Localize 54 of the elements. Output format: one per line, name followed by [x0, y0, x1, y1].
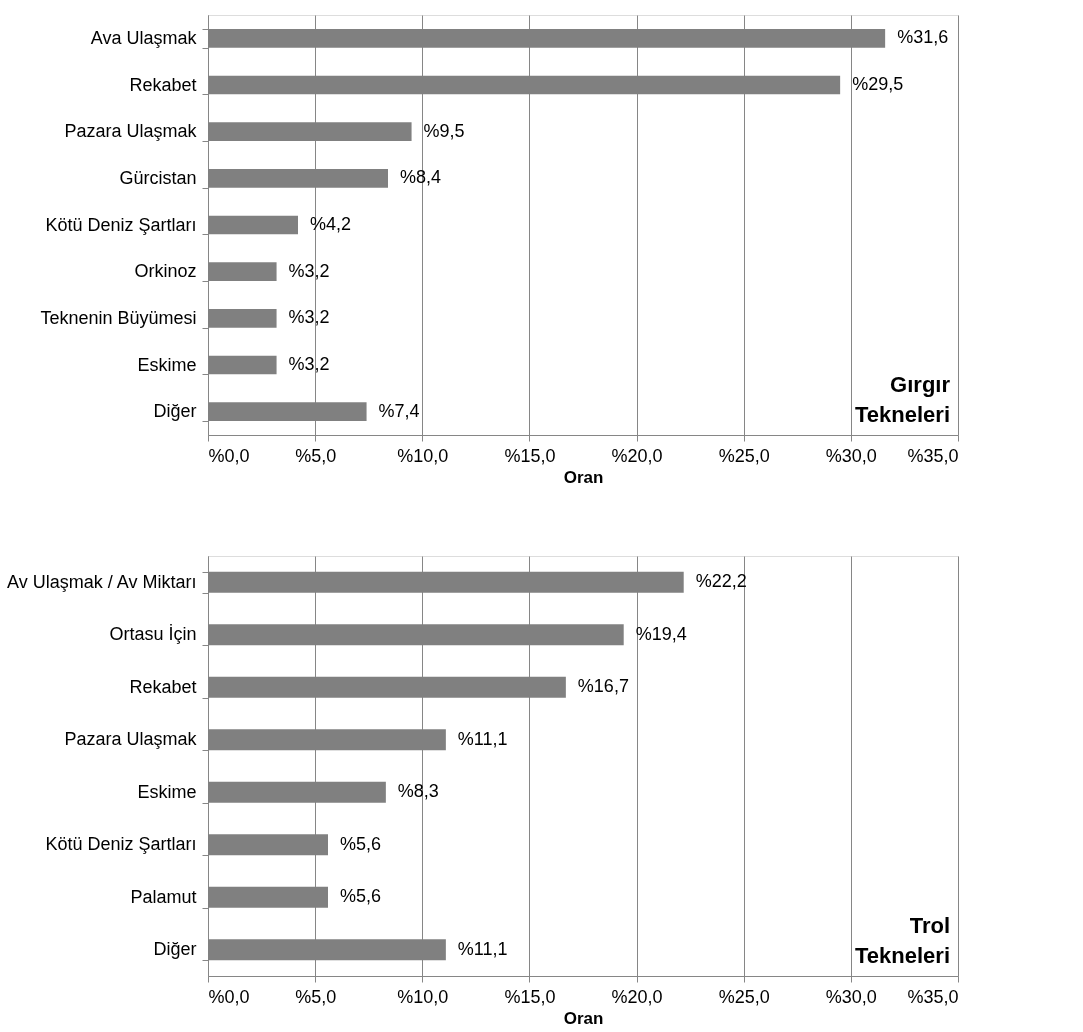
data-label: %8,4 — [400, 167, 442, 188]
x-tick-label: %0,0 — [208, 986, 250, 1007]
y-tick-label: Rekabet — [129, 74, 197, 95]
x-tick-label: %35,0 — [907, 986, 959, 1007]
y-tick-label: Ortasu İçin — [109, 624, 197, 645]
x-tick-label: %10,0 — [397, 986, 449, 1007]
data-label: %31,6 — [897, 27, 949, 48]
data-label: %5,6 — [340, 833, 382, 854]
data-label: %7,4 — [378, 400, 420, 421]
y-tick-label: Ava Ulaşmak — [90, 27, 198, 48]
data-label: %11,1 — [457, 938, 508, 959]
annotation: Gırgır Tekneleri — [855, 372, 951, 427]
data-label: %19,4 — [635, 623, 687, 644]
y-tick-label: Eskime — [137, 781, 197, 802]
data-label: %4,2 — [310, 214, 352, 234]
x-tick-label: %5,0 — [295, 445, 337, 466]
y-tick-label: Orkinoz — [134, 261, 197, 282]
y-tick-label: Kötü Deniz Şartları — [45, 834, 197, 855]
data-label: %11,1 — [457, 728, 508, 749]
x-tick-label: %30,0 — [825, 986, 877, 1007]
x-tick-label: %20,0 — [611, 445, 663, 466]
y-tick-label: Palamut — [130, 886, 197, 907]
y-tick-label: Pazara Ulaşmak — [64, 729, 198, 750]
data-label: %3,2 — [288, 307, 330, 328]
x-tick-label: %5,0 — [295, 986, 337, 1007]
annotation: Trol Tekneleri — [855, 913, 950, 968]
data-label: %9,5 — [423, 120, 465, 141]
y-tick-label: Pazara Ulaşmak — [64, 121, 198, 142]
x-tick-label: %25,0 — [718, 445, 770, 466]
x-tick-label: %25,0 — [718, 986, 770, 1007]
data-label: %29,5 — [852, 74, 904, 94]
y-tick-label: Gürcistan — [119, 167, 197, 188]
x-tick-label: %10,0 — [397, 445, 449, 466]
y-tick-label: Rekabet — [129, 676, 197, 697]
data-label: %3,2 — [288, 260, 330, 281]
y-tick-label: Diğer — [153, 401, 197, 422]
y-tick-label: Kötü Deniz Şartları — [45, 214, 197, 235]
x-axis-title: Oran — [563, 467, 604, 487]
x-tick-label: %30,0 — [825, 445, 877, 466]
x-tick-label: %20,0 — [611, 986, 663, 1007]
x-tick-label: %35,0 — [907, 445, 959, 466]
data-label: %16,7 — [577, 676, 629, 697]
data-label: %5,6 — [340, 886, 382, 907]
data-label: %3,2 — [288, 354, 330, 374]
x-tick-label: %0,0 — [208, 445, 250, 466]
data-label: %8,3 — [397, 781, 439, 802]
data-label: %22,2 — [695, 571, 747, 592]
x-tick-label: %15,0 — [504, 445, 556, 466]
x-axis-title: Oran — [563, 1008, 604, 1028]
y-tick-label: Diğer — [153, 939, 197, 960]
x-tick-label: %15,0 — [504, 986, 556, 1007]
y-tick-label: Teknenin Büyümesi — [40, 307, 197, 328]
y-tick-label: Eskime — [137, 354, 197, 375]
y-tick-label: Av Ulaşmak / Av Miktarı — [7, 571, 197, 592]
